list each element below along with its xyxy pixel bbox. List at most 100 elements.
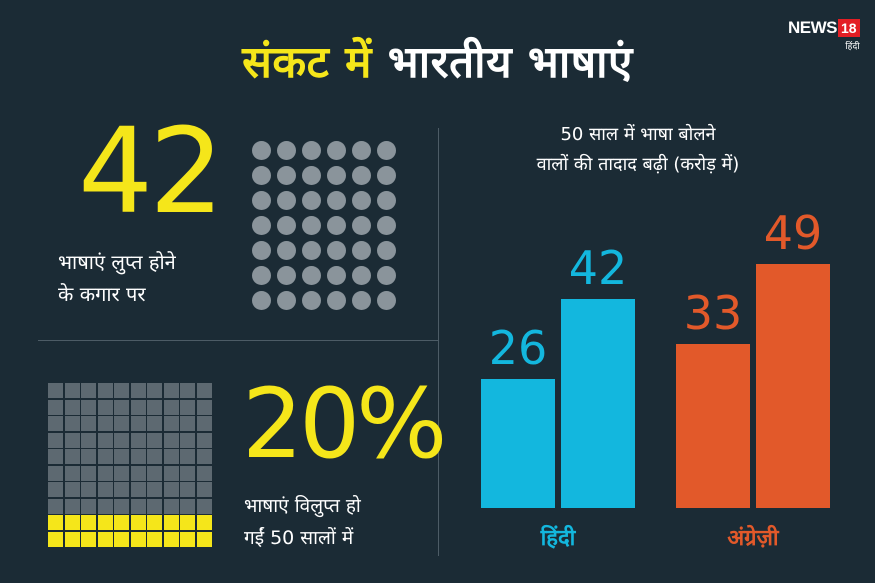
- grid-dot: [252, 166, 271, 185]
- grid-dot: [352, 216, 371, 235]
- grid-square: [64, 432, 80, 448]
- grid-dot: [302, 291, 321, 310]
- grid-square: [114, 383, 129, 398]
- grid-dot: [352, 191, 371, 210]
- category-label: हिंदी: [540, 526, 576, 551]
- grid-dot: [327, 266, 346, 285]
- page-title: संकट में भारतीय भाषाएं: [0, 30, 875, 90]
- grid-dot: [352, 266, 371, 285]
- grid-square: [81, 465, 96, 481]
- grid-dot: [302, 141, 321, 160]
- grid-dot: [352, 166, 371, 185]
- grid-square: [130, 432, 146, 448]
- grid-square: [163, 399, 179, 415]
- grid-square: [180, 449, 195, 464]
- grid-square: [81, 515, 96, 530]
- bar-value-label: 26: [488, 320, 548, 375]
- horizontal-divider: [38, 340, 438, 341]
- bar: [561, 298, 635, 508]
- grid-square: [180, 531, 195, 547]
- grid-square: [147, 531, 162, 547]
- grid-dot: [352, 141, 371, 160]
- grid-square: [147, 399, 162, 415]
- grid-dot: [302, 241, 321, 260]
- grid-dot: [352, 241, 371, 260]
- grid-square: [196, 531, 212, 547]
- grid-dot: [277, 266, 296, 285]
- grid-square: [48, 531, 63, 547]
- bar: [676, 343, 750, 508]
- grid-dot: [377, 166, 396, 185]
- grid-square: [48, 515, 63, 530]
- grid-dot: [252, 291, 271, 310]
- grid-square: [147, 482, 162, 497]
- grid-square: [180, 498, 195, 514]
- bar: [481, 378, 555, 508]
- grid-square: [130, 482, 146, 497]
- grid-square: [163, 432, 179, 448]
- grid-square: [163, 515, 179, 530]
- grid-square: [97, 498, 113, 514]
- grid-square: [196, 498, 212, 514]
- grid-square: [114, 449, 129, 464]
- grid-square: [114, 515, 129, 530]
- chart-title: 50 साल में भाषा बोलने वालों की तादाद बढ़…: [488, 120, 788, 180]
- grid-square: [114, 465, 129, 481]
- grid-square: [97, 515, 113, 530]
- grid-square: [130, 498, 146, 514]
- grid-square: [81, 383, 96, 398]
- grid-square: [64, 531, 80, 547]
- grid-dot: [302, 266, 321, 285]
- grid-square: [163, 383, 179, 398]
- grid-square: [147, 515, 162, 530]
- grid-dot: [302, 166, 321, 185]
- grid-square: [97, 416, 113, 431]
- grid-dot: [252, 241, 271, 260]
- grid-square: [64, 383, 80, 398]
- grid-square: [196, 383, 212, 398]
- grid-square: [163, 465, 179, 481]
- grid-dot: [252, 266, 271, 285]
- grid-square: [130, 449, 146, 464]
- grid-square: [48, 416, 63, 431]
- grid-square: [64, 465, 80, 481]
- stat-extinct-label-line1: भाषाएं विलुप्त हो: [244, 495, 361, 517]
- grid-square: [64, 515, 80, 530]
- grid-square: [147, 432, 162, 448]
- grid-dot: [277, 191, 296, 210]
- stat-endangered-label: भाषाएं लुप्त होने के कगार पर: [58, 246, 218, 310]
- grid-dot: [327, 241, 346, 260]
- grid-square: [64, 399, 80, 415]
- grid-square: [81, 482, 96, 497]
- grid-square: [97, 465, 113, 481]
- grid-square: [81, 449, 96, 464]
- grid-square: [48, 498, 63, 514]
- title-part-2: भारतीय भाषाएं: [387, 37, 633, 88]
- grid-square: [114, 432, 129, 448]
- grid-square: [64, 498, 80, 514]
- grid-square: [97, 531, 113, 547]
- grid-square: [48, 399, 63, 415]
- title-part-1: संकट में: [242, 37, 372, 88]
- grid-square: [97, 432, 113, 448]
- grid-square: [147, 498, 162, 514]
- grid-square: [180, 399, 195, 415]
- grid-square: [163, 449, 179, 464]
- grid-dot: [302, 191, 321, 210]
- grid-square: [196, 416, 212, 431]
- grid-dot: [277, 241, 296, 260]
- grid-dot: [277, 216, 296, 235]
- grid-square: [196, 482, 212, 497]
- grid-dot: [377, 291, 396, 310]
- grid-square: [97, 482, 113, 497]
- grid-square: [147, 449, 162, 464]
- grid-dot: [302, 216, 321, 235]
- grid-square: [130, 383, 146, 398]
- grid-square: [48, 465, 63, 481]
- grid-dot: [277, 166, 296, 185]
- vertical-divider: [438, 128, 439, 556]
- grid-square: [114, 498, 129, 514]
- grid-square: [114, 416, 129, 431]
- grid-square: [163, 416, 179, 431]
- grid-square: [97, 399, 113, 415]
